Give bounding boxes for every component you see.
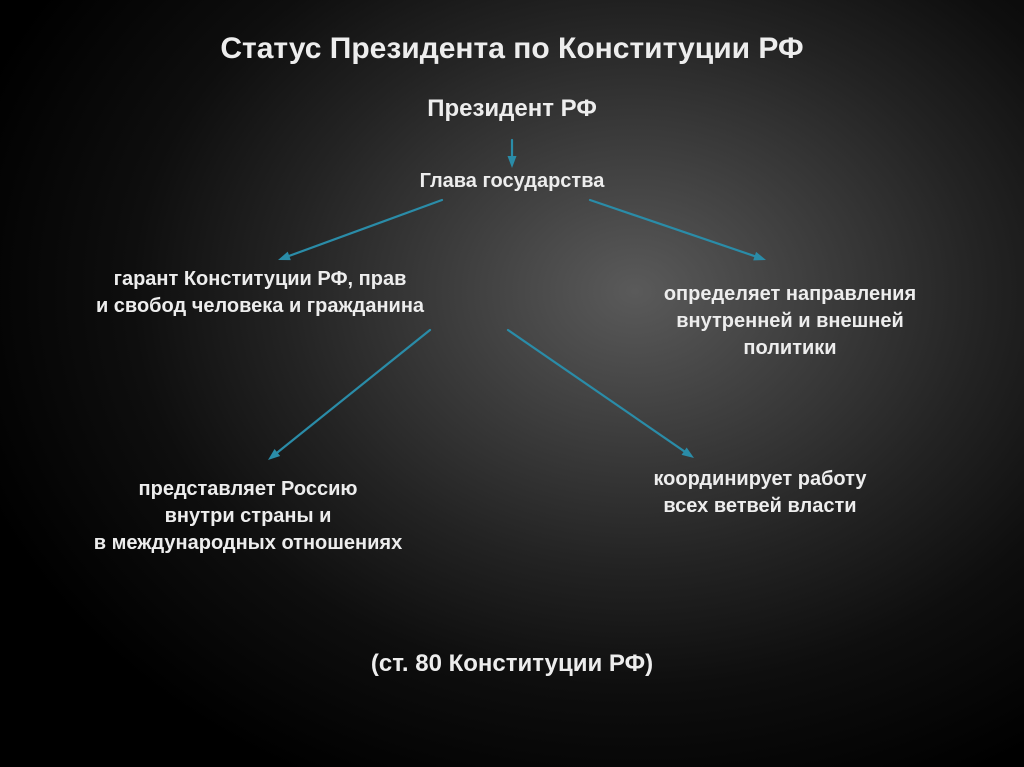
node-represents: представляет Россию внутри страны и в ме… — [33, 476, 463, 557]
node-president: Президент РФ — [362, 93, 662, 125]
node-coordinates: координирует работу всех ветвей власти — [580, 466, 940, 520]
node-head-of-state: Глава государства — [362, 168, 662, 195]
node-guarantor: гарант Конституции РФ, прав и свобод чел… — [30, 266, 490, 320]
slide-title: Статус Президента по Конституции РФ — [0, 32, 1024, 66]
node-article: (ст. 80 Конституции РФ) — [262, 648, 762, 680]
node-directions: определяет направления внутренней и внеш… — [600, 281, 980, 362]
